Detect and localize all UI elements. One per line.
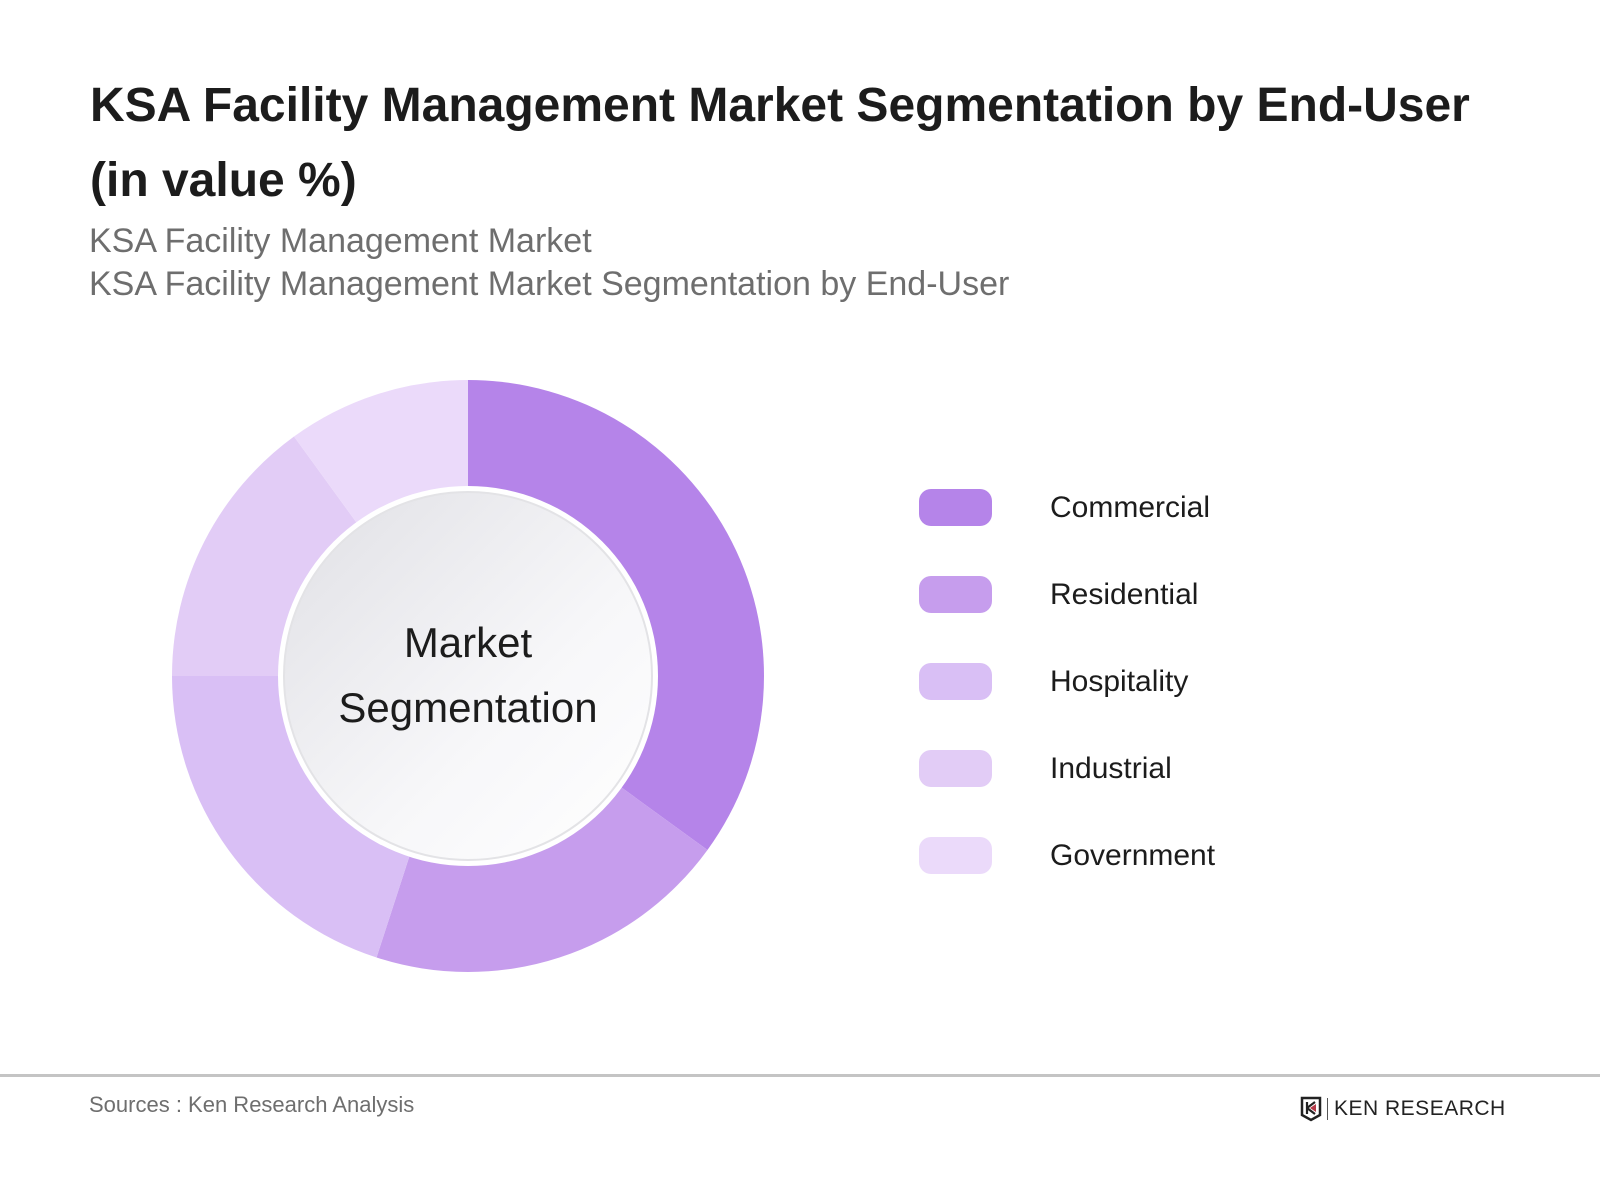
- ken-research-logo-icon: [1300, 1096, 1322, 1122]
- logo-text: KEN RESEARCH: [1334, 1097, 1506, 1120]
- legend-label: Hospitality: [1050, 664, 1189, 698]
- chart-subtitle: KSA Facility Management Market: [89, 222, 592, 260]
- chart-title: KSA Facility Management Market Segmentat…: [90, 79, 1470, 207]
- legend-swatch: [919, 663, 992, 700]
- legend-label: Government: [1050, 838, 1216, 872]
- legend-item-hospitality: Hospitality: [919, 638, 1215, 725]
- legend-item-industrial: Industrial: [919, 725, 1215, 812]
- legend-label: Residential: [1050, 577, 1199, 611]
- chart-subtitle-2: KSA Facility Management Market Segmentat…: [89, 265, 1010, 303]
- center-label-line-1: Market: [403, 619, 533, 666]
- legend-swatch: [919, 489, 992, 526]
- donut-center: [283, 491, 653, 861]
- logo-separator: [1327, 1098, 1328, 1120]
- legend-swatch: [919, 576, 992, 613]
- legend-swatch: [919, 750, 992, 787]
- center-label: Market Segmentation: [318, 610, 618, 740]
- legend-item-government: Government: [919, 812, 1215, 899]
- legend: Commercial Residential Hospitality Industri…: [919, 464, 1215, 899]
- legend-item-commercial: Commercial: [919, 464, 1215, 551]
- legend-swatch: [919, 837, 992, 874]
- legend-label: Industrial: [1050, 751, 1172, 785]
- center-label-line-2: Segmentation: [338, 684, 598, 731]
- footer-divider: [0, 1074, 1600, 1077]
- ken-research-logo: KEN RESEARCH: [1300, 1096, 1506, 1122]
- legend-item-residential: Residential: [919, 551, 1215, 638]
- source-note: Sources : Ken Research Analysis: [89, 1092, 415, 1117]
- legend-label: Commercial: [1050, 490, 1211, 524]
